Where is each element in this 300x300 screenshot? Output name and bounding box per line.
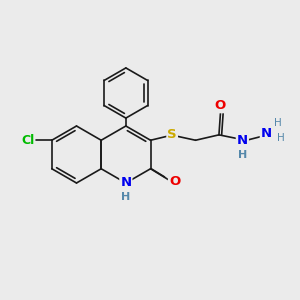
Text: Cl: Cl xyxy=(21,134,34,147)
Text: H: H xyxy=(121,192,130,203)
Text: O: O xyxy=(169,175,180,188)
Text: N: N xyxy=(237,134,248,147)
Text: O: O xyxy=(214,99,226,112)
Text: H: H xyxy=(277,134,284,143)
Text: N: N xyxy=(120,176,131,190)
Text: H: H xyxy=(274,118,282,128)
Text: S: S xyxy=(167,128,177,141)
Text: N: N xyxy=(261,127,272,140)
Text: H: H xyxy=(238,150,247,160)
